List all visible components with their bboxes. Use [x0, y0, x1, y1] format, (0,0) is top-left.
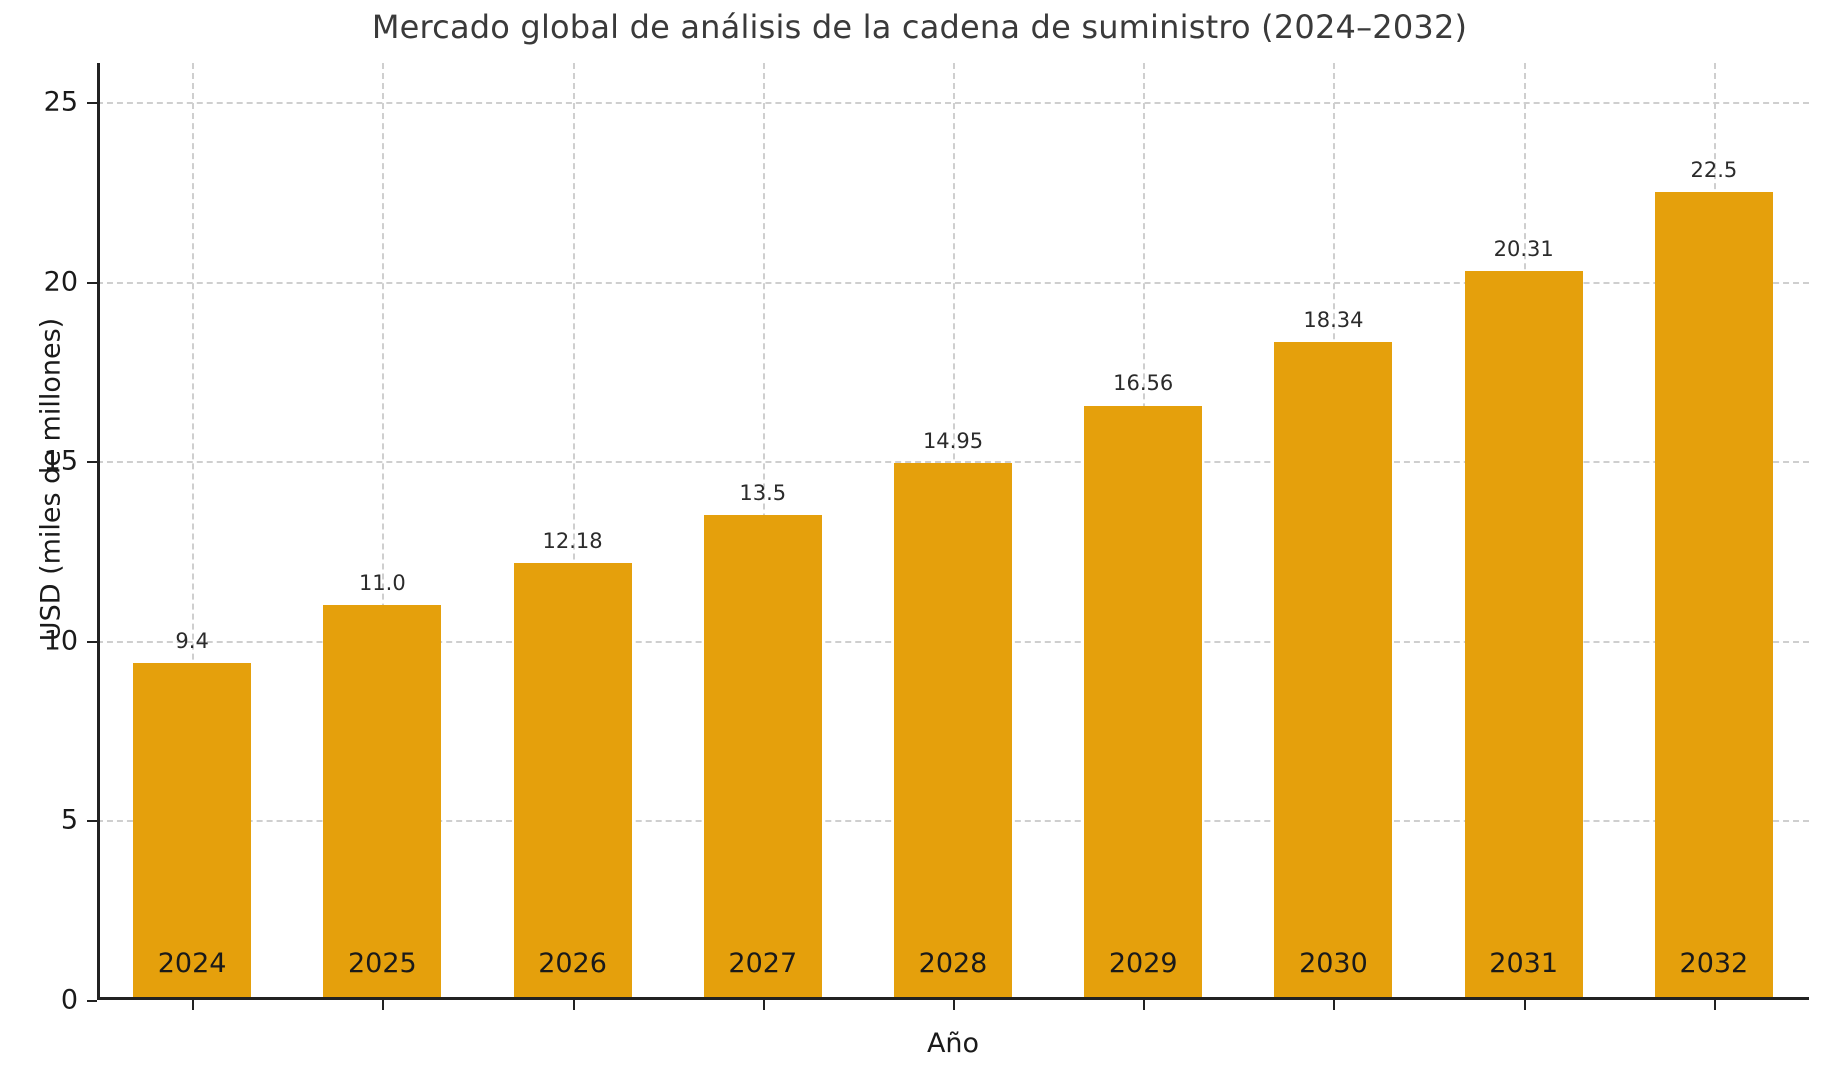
x-tick-label-2024: 2024 — [157, 948, 227, 979]
x-tick-label-2025: 2025 — [347, 948, 417, 979]
bar-2029[interactable] — [1084, 405, 1203, 1000]
y-tick-mark — [87, 820, 97, 823]
bar-2032[interactable] — [1654, 192, 1773, 1000]
x-tick-mark — [192, 1000, 195, 1010]
x-tick-mark — [382, 1000, 385, 1010]
bar-2026[interactable] — [513, 562, 632, 1000]
x-tick-label-2032: 2032 — [1679, 948, 1749, 979]
y-tick-label: 10 — [43, 625, 78, 657]
x-tick-mark — [953, 1000, 955, 1010]
bar-2031[interactable] — [1464, 270, 1583, 1000]
x-tick-label-2030: 2030 — [1299, 948, 1368, 979]
x-tick-label-2029: 2029 — [1108, 948, 1178, 979]
y-tick-mark — [87, 640, 97, 643]
y-tick-mark — [87, 461, 97, 464]
y-axis-spine — [97, 63, 100, 1000]
x-tick-label-2026: 2026 — [538, 948, 607, 979]
page-title: Mercado global de análisis de la cadena … — [371, 8, 1468, 46]
x-axis-spine — [97, 997, 1809, 1000]
x-axis-label: Año — [926, 1028, 980, 1059]
x-tick-label-2027: 2027 — [728, 948, 798, 979]
y-tick-label: 25 — [43, 86, 78, 118]
y-tick-mark — [87, 102, 97, 105]
y-tick-label: 5 — [60, 804, 78, 836]
bar-2024[interactable] — [133, 662, 252, 1000]
plot-area: 9.4 11.0 12.18 13.5 14.95 16.56 18.34 20.31 22.5 — [87, 63, 1809, 1010]
x-tick-label-2031: 2031 — [1489, 948, 1559, 979]
x-tick-mark — [1333, 1000, 1336, 1010]
bar-2028[interactable] — [894, 463, 1012, 1000]
bar-value-label: 14.95 — [922, 429, 984, 454]
y-tick-label: 15 — [43, 445, 78, 477]
bar-value-label: 18.34 — [1303, 307, 1364, 332]
bar-2025[interactable] — [323, 605, 442, 1000]
bar-value-label: 16.56 — [1113, 371, 1174, 396]
bar-2030[interactable] — [1274, 341, 1393, 1000]
gridline-vertical — [192, 63, 195, 1000]
y-axis-label: USD (miles de millones) — [35, 317, 67, 642]
x-tick-mark — [1523, 1000, 1526, 1010]
x-tick-mark — [572, 1000, 575, 1010]
x-tick-mark — [1713, 1000, 1716, 1010]
y-tick-mark — [87, 1000, 97, 1002]
bar-value-label: 20.31 — [1493, 236, 1554, 261]
bar-2027[interactable] — [703, 515, 822, 1000]
y-tick-label: 0 — [60, 984, 78, 1016]
y-tick-mark — [87, 281, 97, 284]
y-tick-label: 20 — [43, 266, 78, 298]
x-tick-mark — [1143, 1000, 1146, 1010]
bar-value-label: 12.18 — [542, 528, 603, 553]
bar-value-label: 11.0 — [358, 571, 406, 596]
gridline-vertical — [572, 63, 575, 1000]
x-tick-mark — [762, 1000, 765, 1010]
bar-value-label: 22.5 — [1690, 158, 1738, 183]
bar-value-label: 9.4 — [175, 628, 209, 653]
bar-value-label: 13.5 — [739, 481, 787, 506]
x-tick-label-2028: 2028 — [918, 948, 988, 979]
gridline-vertical — [382, 63, 385, 1000]
